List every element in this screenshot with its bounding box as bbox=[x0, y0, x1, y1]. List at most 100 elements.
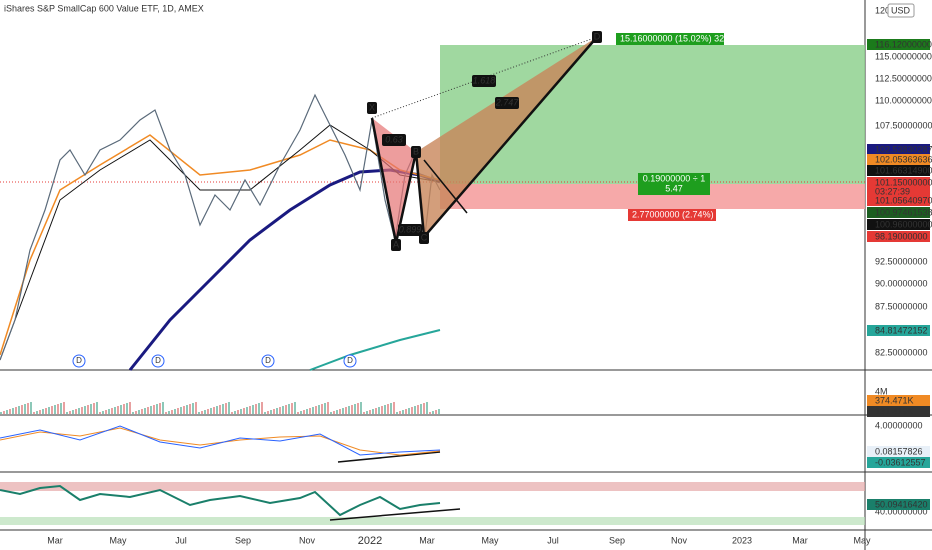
volume-bar bbox=[360, 402, 362, 414]
dividend-label: D bbox=[155, 356, 161, 365]
time-tick-label: Nov bbox=[671, 535, 688, 545]
volume-bar bbox=[195, 402, 197, 414]
xd-line bbox=[371, 36, 598, 119]
volume-bar bbox=[117, 406, 119, 414]
volume-bar bbox=[414, 406, 416, 414]
volume-bar bbox=[0, 412, 2, 414]
price-tick-label: 115.00000000 bbox=[875, 51, 932, 61]
volume-bar bbox=[156, 404, 158, 414]
volume-bar bbox=[369, 410, 371, 414]
price-badge-label: 116.12000000 bbox=[875, 39, 932, 49]
volume-bar bbox=[297, 412, 299, 414]
volume-bar bbox=[348, 406, 350, 414]
volume-bar bbox=[132, 412, 134, 414]
time-tick-label: May bbox=[853, 535, 871, 545]
volume-bar bbox=[15, 407, 17, 414]
price-tick-label: 90.00000000 bbox=[875, 278, 928, 288]
price-badge-label: 0.08157826 bbox=[875, 446, 923, 456]
dividend-label: D bbox=[347, 356, 353, 365]
price-badge bbox=[867, 395, 930, 406]
volume-bar bbox=[81, 407, 83, 414]
volume-bar bbox=[144, 408, 146, 414]
volume-bar bbox=[321, 404, 323, 414]
volume-bar bbox=[171, 410, 173, 414]
volume-tick-label: 4M bbox=[875, 386, 888, 396]
pattern-xab bbox=[372, 118, 416, 243]
price-badge bbox=[867, 154, 930, 165]
volume-bar bbox=[192, 403, 194, 414]
volume-bar bbox=[9, 409, 11, 414]
ratio-box bbox=[495, 97, 519, 109]
price-badge-label: 100.96000000 bbox=[875, 219, 932, 229]
price-badge-label: 98.19000000 bbox=[875, 231, 928, 241]
price-badge bbox=[867, 177, 930, 196]
volume-bar bbox=[243, 408, 245, 414]
stop-label: 2.77000000 (2.74%) 0 bbox=[632, 209, 721, 219]
volume-bar bbox=[126, 403, 128, 414]
pattern-point-box bbox=[411, 146, 421, 158]
price-badge-label: 102.53830287 bbox=[875, 144, 932, 154]
volume-bar bbox=[153, 405, 155, 414]
volume-bar bbox=[333, 411, 335, 414]
currency-label: USD bbox=[891, 5, 911, 15]
price-badge bbox=[867, 207, 930, 218]
pattern-point-box bbox=[391, 239, 401, 251]
stop-label-box bbox=[628, 209, 716, 221]
price-tick-label: 107.50000000 bbox=[875, 120, 932, 130]
volume-bar bbox=[57, 404, 59, 414]
volume-bar bbox=[177, 408, 179, 414]
volume-bar bbox=[210, 408, 212, 414]
price-badge bbox=[867, 325, 930, 336]
volume-bar bbox=[168, 411, 170, 414]
price-badge-label: 101.15000000 bbox=[875, 177, 932, 187]
time-tick-label: Jul bbox=[547, 535, 559, 545]
volume-bar bbox=[216, 406, 218, 414]
ma-black bbox=[0, 124, 441, 361]
volume-bar bbox=[27, 403, 29, 414]
price-tick-label: 112.50000000 bbox=[875, 73, 932, 83]
volume-bar bbox=[201, 411, 203, 414]
price-badge bbox=[867, 457, 930, 468]
volume-bar bbox=[417, 405, 419, 414]
volume-bar bbox=[213, 407, 215, 414]
time-tick-label: Mar bbox=[792, 535, 808, 545]
volume-bar bbox=[66, 412, 68, 414]
volume-bar bbox=[279, 407, 281, 414]
volume-bar bbox=[300, 411, 302, 414]
volume-bar bbox=[372, 409, 374, 414]
volume-bar bbox=[357, 403, 359, 414]
price-badge bbox=[867, 39, 930, 50]
volume-bar bbox=[135, 411, 137, 414]
volume-bar bbox=[228, 402, 230, 414]
volume-bar bbox=[291, 403, 293, 414]
volume-bar bbox=[123, 404, 125, 414]
volume-bar bbox=[3, 411, 5, 414]
volume-bar bbox=[408, 408, 410, 414]
volume-bar bbox=[384, 405, 386, 414]
volume-bar bbox=[162, 402, 164, 414]
volume-bar bbox=[258, 403, 260, 414]
volume-bar bbox=[72, 410, 74, 414]
volume-bar bbox=[114, 407, 116, 414]
dividend-marker bbox=[261, 354, 275, 368]
price-badge-label: 100.97461538 bbox=[875, 207, 932, 217]
price-badge-label: -0.03612557 bbox=[875, 457, 926, 467]
pattern-bcd bbox=[416, 37, 597, 237]
macd-line bbox=[0, 425, 441, 456]
volume-bar bbox=[387, 404, 389, 414]
volume-bar bbox=[12, 408, 14, 414]
volume-bar bbox=[240, 409, 242, 414]
center-label-box bbox=[638, 173, 710, 195]
macd-divergence bbox=[337, 451, 441, 463]
volume-bar bbox=[21, 405, 23, 414]
volume-bar bbox=[75, 409, 77, 414]
time-tick-label: 2022 bbox=[358, 535, 382, 547]
price-badge bbox=[867, 499, 930, 510]
dividend-marker bbox=[343, 354, 357, 368]
volume-bar bbox=[270, 410, 272, 414]
volume-bar bbox=[294, 402, 296, 414]
volume-bar bbox=[267, 411, 269, 414]
time-tick-label: Sep bbox=[609, 535, 625, 545]
volume-bar bbox=[285, 405, 287, 414]
